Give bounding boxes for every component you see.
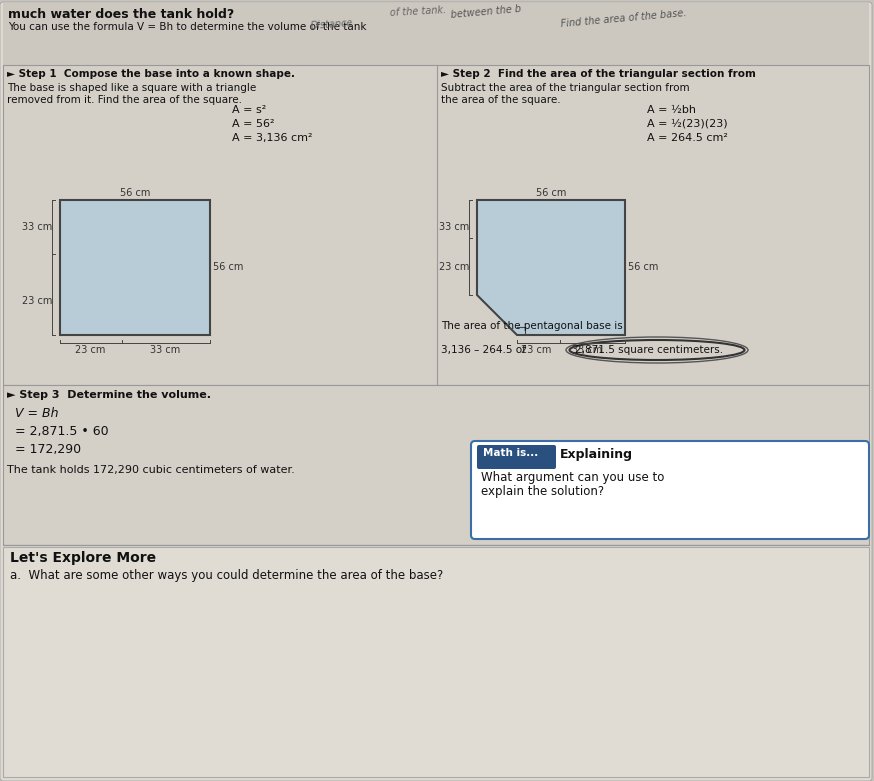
Text: a.  What are some other ways you could determine the area of the base?: a. What are some other ways you could de…: [10, 569, 443, 582]
Text: A = ½(23)(23): A = ½(23)(23): [647, 119, 728, 129]
Text: 33 cm: 33 cm: [149, 345, 180, 355]
Text: The base is shaped like a square with a triangle: The base is shaped like a square with a …: [7, 83, 256, 93]
Text: Explaining: Explaining: [560, 448, 633, 461]
Bar: [60, 200, 210, 335]
Text: = 172,290: = 172,290: [15, 443, 81, 456]
Text: 56 cm: 56 cm: [120, 188, 150, 198]
Text: much water does the tank hold?: much water does the tank hold?: [8, 8, 234, 21]
Text: A = 264.5 cm²: A = 264.5 cm²: [647, 133, 728, 143]
Text: 2,871.5 square centimeters.: 2,871.5 square centimeters.: [575, 345, 723, 355]
Text: ► Step 2  Find the area of the triangular section from: ► Step 2 Find the area of the triangular…: [441, 69, 756, 79]
Text: 33 cm: 33 cm: [439, 222, 469, 232]
Polygon shape: [477, 200, 625, 335]
Text: Distance: Distance: [310, 18, 353, 31]
Text: ► Step 1  Compose the base into a known shape.: ► Step 1 Compose the base into a known s…: [7, 69, 295, 79]
Text: 56 cm: 56 cm: [536, 188, 566, 198]
Text: The tank holds 172,290 cubic centimeters of water.: The tank holds 172,290 cubic centimeters…: [7, 465, 295, 475]
Text: Math is...: Math is...: [483, 448, 538, 458]
Text: 23 cm: 23 cm: [75, 345, 105, 355]
Text: Let's Explore More: Let's Explore More: [10, 551, 156, 565]
Text: 33 cm: 33 cm: [22, 222, 52, 232]
Text: A = 56²: A = 56²: [232, 119, 274, 129]
Text: A = ½bh: A = ½bh: [647, 105, 696, 115]
FancyBboxPatch shape: [471, 441, 869, 539]
Text: 33 cm: 33 cm: [572, 345, 602, 355]
Text: What argument can you use to: What argument can you use to: [481, 471, 664, 484]
Text: removed from it. Find the area of the square.: removed from it. Find the area of the sq…: [7, 95, 242, 105]
Text: 56 cm: 56 cm: [628, 262, 658, 273]
Text: 23 cm: 23 cm: [439, 262, 469, 272]
Text: ► Step 3  Determine the volume.: ► Step 3 Determine the volume.: [7, 390, 211, 400]
Text: V = Bh: V = Bh: [15, 407, 59, 420]
Text: A = s²: A = s²: [232, 105, 267, 115]
Text: 3,136 – 264.5 of: 3,136 – 264.5 of: [441, 345, 526, 355]
Text: = 2,871.5 • 60: = 2,871.5 • 60: [15, 425, 108, 438]
Text: 56 cm: 56 cm: [213, 262, 243, 273]
Text: Find the area of the base.: Find the area of the base.: [560, 8, 687, 29]
Text: between the b: between the b: [450, 4, 522, 20]
Text: Subtract the area of the triangular section from: Subtract the area of the triangular sect…: [441, 83, 690, 93]
FancyBboxPatch shape: [477, 445, 556, 469]
Bar: [3, 3, 869, 65]
Text: 23 cm: 23 cm: [22, 296, 52, 306]
Text: of the tank.: of the tank.: [390, 5, 447, 18]
FancyBboxPatch shape: [3, 385, 869, 545]
FancyBboxPatch shape: [3, 547, 869, 777]
Text: 23 cm: 23 cm: [521, 345, 551, 355]
Bar: [437, 65, 869, 385]
Text: A = 3,136 cm²: A = 3,136 cm²: [232, 133, 313, 143]
Text: The area of the pentagonal base is: The area of the pentagonal base is: [441, 321, 623, 331]
Text: the area of the square.: the area of the square.: [441, 95, 560, 105]
Text: explain the solution?: explain the solution?: [481, 485, 604, 498]
Text: You can use the formula V = Bh to determine the volume of the tank: You can use the formula V = Bh to determ…: [8, 22, 366, 32]
Bar: [3, 65, 437, 385]
